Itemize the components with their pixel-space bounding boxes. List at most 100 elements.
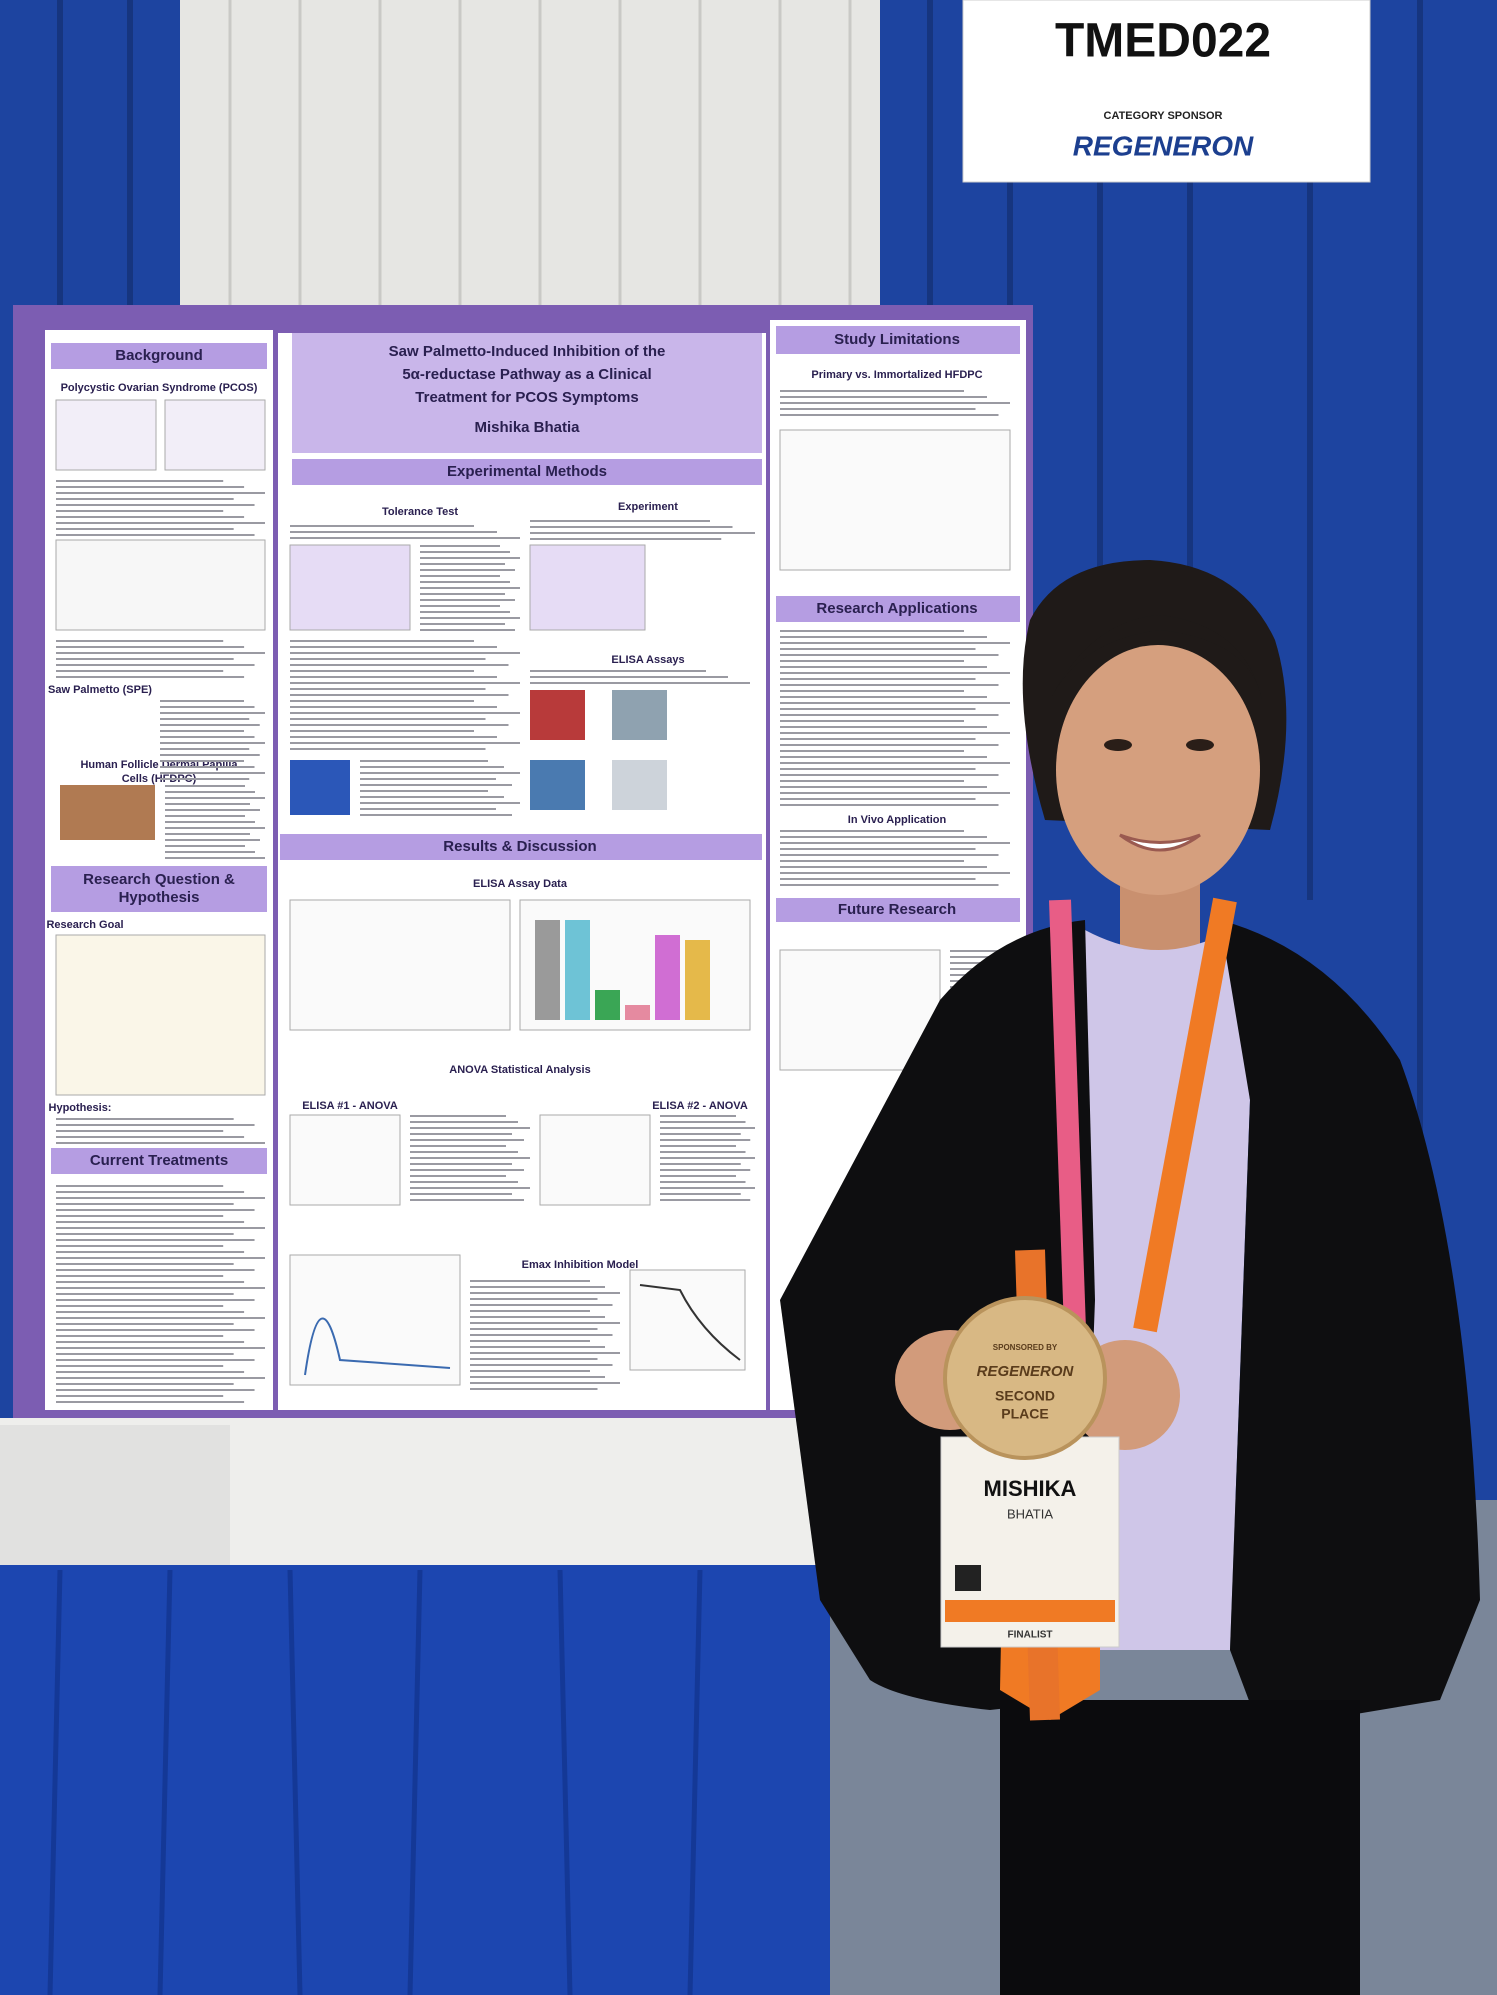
text-line [56, 486, 245, 488]
text-line [160, 778, 250, 780]
text-line [780, 720, 964, 722]
sub-heading: ELISA #1 - ANOVA [302, 1100, 398, 1112]
section-heading: Current Treatments [90, 1152, 228, 1169]
text-line [780, 408, 976, 410]
text-line [290, 694, 509, 696]
text-line [160, 760, 244, 762]
text-line [56, 1185, 224, 1187]
text-line [165, 851, 255, 853]
text-line [470, 1388, 598, 1390]
text-line [780, 666, 987, 668]
text-line [56, 1317, 265, 1319]
text-line [290, 640, 474, 642]
text-line [56, 1377, 265, 1379]
text-line [410, 1187, 530, 1189]
text-line [530, 520, 710, 522]
text-line [420, 575, 500, 577]
text-line [56, 528, 234, 530]
text-line [780, 848, 976, 850]
text-line [56, 1371, 245, 1373]
text-line [160, 742, 265, 744]
sub-heading: Saw Palmetto (SPE) [48, 684, 152, 696]
text-line [56, 676, 245, 678]
text-line [290, 670, 474, 672]
text-line [56, 1293, 234, 1295]
text-line [780, 774, 999, 776]
text-line [660, 1121, 746, 1123]
display-stand [0, 1425, 230, 1565]
curtain-folds [228, 0, 852, 330]
poster-title: Saw Palmetto-Induced Inhibition of the [389, 343, 666, 360]
sub-heading: ANOVA Statistical Analysis [449, 1064, 590, 1076]
text-line [290, 652, 520, 654]
text-line [290, 742, 520, 744]
text-line [56, 534, 255, 536]
text-line [660, 1133, 741, 1135]
text-line [165, 857, 265, 859]
text-line [410, 1121, 518, 1123]
text-line [360, 802, 520, 804]
text-line [420, 629, 515, 631]
text-line [470, 1370, 590, 1372]
text-line [780, 390, 964, 392]
text-line [290, 664, 509, 666]
text-line [56, 1227, 265, 1229]
text-line [780, 696, 987, 698]
text-line [290, 748, 486, 750]
text-line [56, 1335, 224, 1337]
sub-heading: ELISA #2 - ANOVA [652, 1100, 748, 1112]
text-line [470, 1340, 590, 1342]
text-line [56, 1359, 255, 1361]
text-line [950, 956, 1009, 958]
text-line [410, 1151, 518, 1153]
badge-last-name: BHATIA [1007, 1506, 1053, 1521]
text-line [470, 1322, 620, 1324]
text-line [780, 402, 1010, 404]
booth-sign [962, 0, 1371, 183]
text-line [56, 1401, 245, 1403]
text-line [470, 1364, 613, 1366]
text-line [420, 605, 500, 607]
text-line [530, 670, 706, 672]
poster-title: Treatment for PCOS Symptoms [415, 389, 638, 406]
text-line [56, 1299, 255, 1301]
title-box [292, 333, 762, 453]
text-line [470, 1310, 590, 1312]
text-line [780, 878, 976, 880]
poster-body-text [56, 390, 1015, 1403]
text-line [165, 821, 255, 823]
text-line [780, 842, 1010, 844]
text-line [56, 1124, 255, 1126]
heading-bar [51, 866, 267, 912]
text-line [530, 538, 722, 540]
text-line [56, 1197, 265, 1199]
badge-status: FINALIST [1008, 1630, 1053, 1641]
text-line [56, 1142, 265, 1144]
text-line [165, 809, 260, 811]
text-line [470, 1280, 590, 1282]
text-line [660, 1187, 755, 1189]
text-line [780, 804, 999, 806]
text-line [420, 623, 505, 625]
text-line [410, 1199, 524, 1201]
text-line [290, 730, 474, 732]
sign-label: CATEGORY SPONSOR [1104, 110, 1223, 122]
text-line [420, 581, 510, 583]
text-line [56, 658, 234, 660]
text-line [160, 754, 260, 756]
text-line [780, 762, 1010, 764]
text-line [360, 796, 504, 798]
text-line [165, 791, 255, 793]
text-line [780, 636, 987, 638]
sub-heading: Primary vs. Immortalized HFDPC [811, 369, 982, 381]
poster-center-column [278, 333, 766, 1410]
sub-heading: Cells (HFDPC) [122, 773, 197, 785]
sub-heading: Research Goal [46, 919, 123, 931]
text-line [56, 1203, 234, 1205]
text-line [290, 537, 520, 539]
text-line [160, 766, 255, 768]
text-line [470, 1292, 620, 1294]
text-line [470, 1382, 620, 1384]
